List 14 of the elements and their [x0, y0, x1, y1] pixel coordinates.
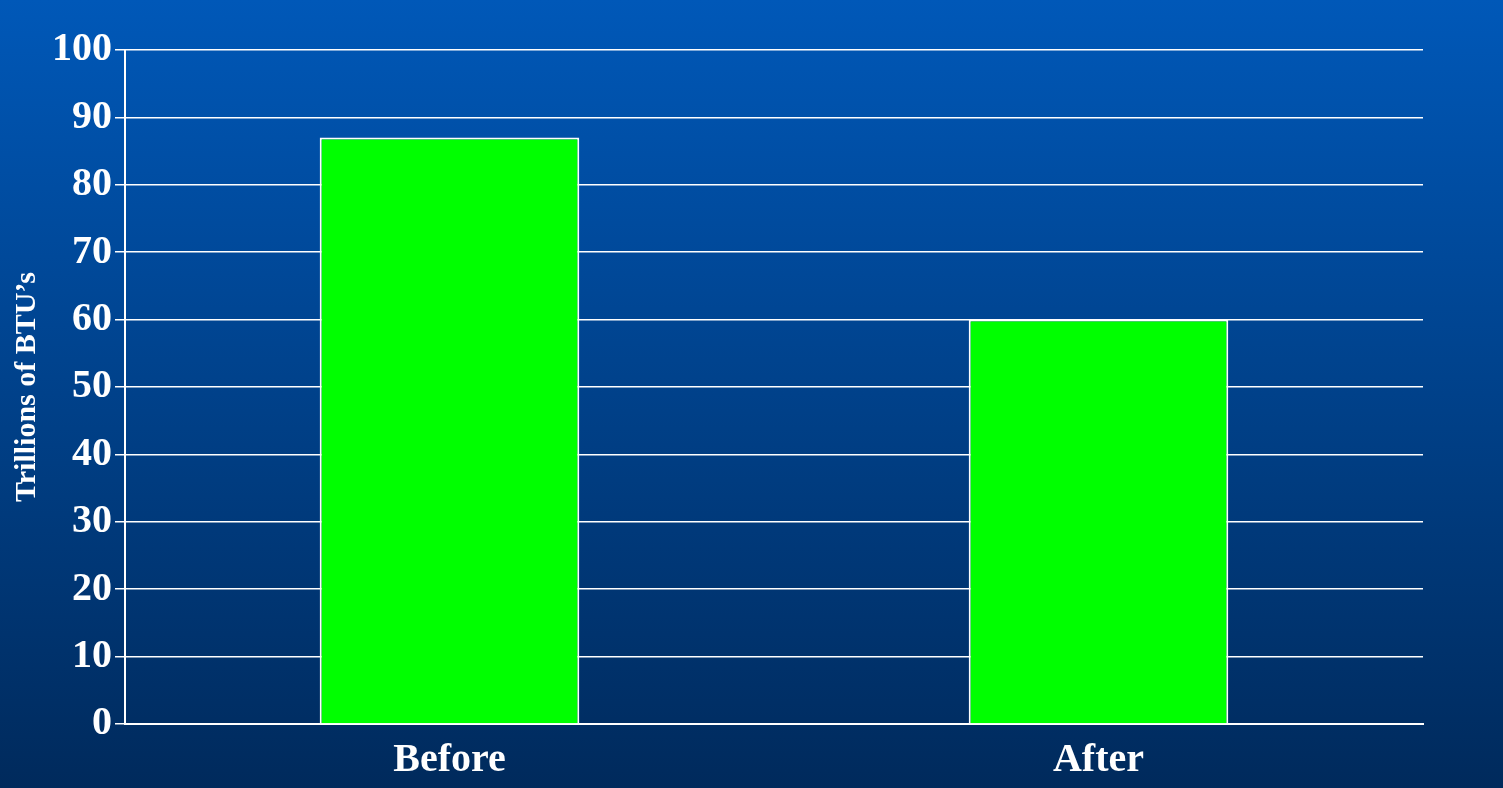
y-tick-label: 80 — [72, 159, 112, 205]
y-tick-label: 60 — [72, 293, 112, 339]
y-tick-label: 50 — [72, 361, 112, 407]
y-tick-label: 70 — [72, 226, 112, 272]
y-tick-label: 0 — [92, 698, 112, 744]
x-tick-label: Before — [393, 735, 506, 781]
y-tick-label: 90 — [72, 91, 112, 137]
y-tick-label: 20 — [72, 563, 112, 609]
y-tick-label: 40 — [72, 428, 112, 474]
y-tick-label: 10 — [72, 630, 112, 676]
x-tick-label: After — [1052, 735, 1145, 781]
y-tick-label: 100 — [52, 24, 112, 70]
y-tick-label: 30 — [72, 496, 112, 542]
y-axis-title: Trillions of BTU’s — [7, 271, 41, 503]
